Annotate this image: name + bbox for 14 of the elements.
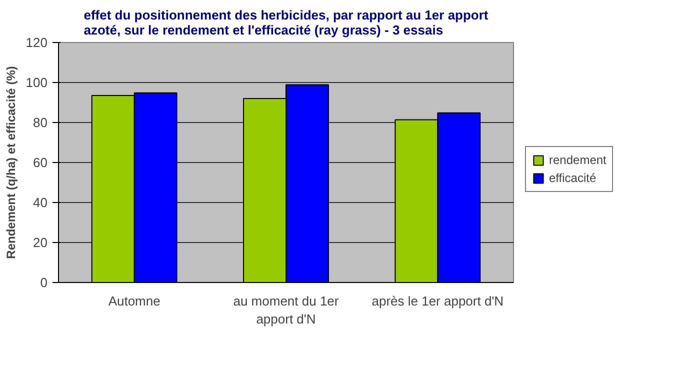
legend-label: rendement bbox=[549, 153, 606, 167]
x-tick-label: après le 1er apport d'N bbox=[372, 294, 504, 308]
legend-label: efficacité bbox=[549, 171, 596, 185]
y-axis-title: Rendement (q/ha) et efficacité (%) bbox=[4, 66, 18, 259]
y-tick-label: 20 bbox=[33, 235, 48, 250]
y-tick-label: 40 bbox=[33, 195, 48, 210]
y-tick-label: 60 bbox=[33, 155, 48, 170]
x-tick-label: au moment du 1er apport d'N bbox=[233, 294, 340, 326]
x-tick-label: Automne bbox=[108, 294, 160, 308]
y-tick-label: 80 bbox=[33, 115, 48, 130]
y-tick-label: 100 bbox=[26, 75, 48, 90]
y-tick-label: 120 bbox=[26, 35, 48, 50]
y-tick-label: 0 bbox=[40, 275, 48, 290]
chart-title: effet du positionnement des herbicides, par rapport au 1er apport azoté, sur le rendement et l'efficacité (ray grass) - 3 essais bbox=[84, 8, 489, 38]
